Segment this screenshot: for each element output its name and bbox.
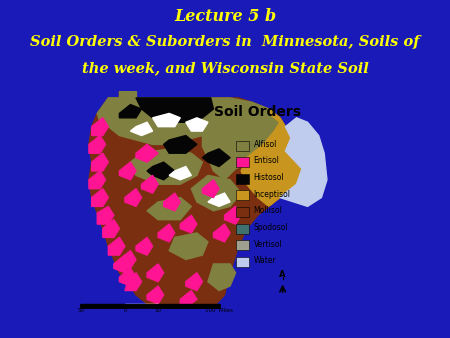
Polygon shape	[180, 215, 197, 233]
Polygon shape	[164, 193, 180, 211]
Polygon shape	[186, 118, 208, 131]
Text: 100  Miles: 100 Miles	[205, 308, 233, 313]
Polygon shape	[180, 291, 197, 304]
Text: Vertisol: Vertisol	[254, 240, 282, 248]
Text: Lecture 5 b: Lecture 5 b	[174, 8, 276, 25]
Text: Alfisol: Alfisol	[254, 140, 277, 149]
Polygon shape	[108, 237, 125, 255]
FancyBboxPatch shape	[236, 207, 249, 217]
Polygon shape	[119, 251, 136, 268]
Text: Water: Water	[254, 256, 276, 265]
Text: Spodosol: Spodosol	[254, 223, 288, 232]
Polygon shape	[169, 167, 191, 180]
Polygon shape	[92, 189, 108, 207]
Text: Entisol: Entisol	[254, 156, 279, 166]
Polygon shape	[241, 109, 302, 207]
Text: 50: 50	[77, 308, 84, 313]
Polygon shape	[114, 255, 130, 273]
Polygon shape	[136, 98, 213, 122]
Polygon shape	[213, 224, 230, 242]
FancyBboxPatch shape	[236, 174, 249, 184]
Polygon shape	[97, 98, 230, 144]
Polygon shape	[202, 180, 219, 197]
Polygon shape	[147, 286, 164, 304]
Polygon shape	[97, 207, 114, 224]
Polygon shape	[153, 114, 180, 127]
Polygon shape	[208, 264, 236, 291]
FancyBboxPatch shape	[236, 190, 249, 200]
Polygon shape	[119, 162, 136, 180]
Polygon shape	[125, 273, 141, 291]
Polygon shape	[280, 118, 327, 207]
Polygon shape	[202, 149, 230, 167]
Polygon shape	[92, 118, 108, 136]
Polygon shape	[147, 162, 175, 180]
Text: the week, and Wisconsin State Soil: the week, and Wisconsin State Soil	[81, 62, 369, 75]
Polygon shape	[158, 224, 175, 242]
Polygon shape	[141, 175, 158, 193]
Polygon shape	[225, 207, 241, 224]
Polygon shape	[92, 153, 108, 171]
Polygon shape	[89, 171, 106, 189]
Polygon shape	[89, 91, 302, 308]
Polygon shape	[89, 136, 106, 153]
Polygon shape	[169, 233, 208, 260]
Text: 0: 0	[123, 308, 126, 313]
Polygon shape	[147, 197, 191, 220]
Polygon shape	[130, 149, 202, 184]
Text: Soil Orders & Suborders in  Minnesota, Soils of: Soil Orders & Suborders in Minnesota, So…	[30, 35, 420, 49]
Polygon shape	[186, 273, 202, 291]
Polygon shape	[125, 189, 141, 207]
Text: Inceptisol: Inceptisol	[254, 190, 291, 199]
Polygon shape	[164, 136, 197, 153]
FancyBboxPatch shape	[236, 240, 249, 250]
Polygon shape	[202, 98, 291, 180]
Text: Histosol: Histosol	[254, 173, 284, 182]
Polygon shape	[119, 104, 141, 118]
FancyBboxPatch shape	[236, 257, 249, 267]
FancyBboxPatch shape	[236, 141, 249, 151]
Polygon shape	[103, 220, 119, 237]
Polygon shape	[119, 268, 136, 286]
Polygon shape	[108, 91, 136, 98]
FancyBboxPatch shape	[236, 224, 249, 234]
Polygon shape	[136, 237, 153, 255]
Polygon shape	[147, 264, 164, 282]
Polygon shape	[136, 144, 158, 162]
Polygon shape	[130, 122, 153, 136]
Text: 50: 50	[155, 308, 162, 313]
Polygon shape	[208, 193, 230, 207]
FancyBboxPatch shape	[236, 157, 249, 167]
Text: Mollisol: Mollisol	[254, 206, 283, 215]
Text: A: A	[279, 270, 286, 280]
Polygon shape	[191, 175, 241, 211]
Text: Soil Orders: Soil Orders	[214, 104, 301, 119]
